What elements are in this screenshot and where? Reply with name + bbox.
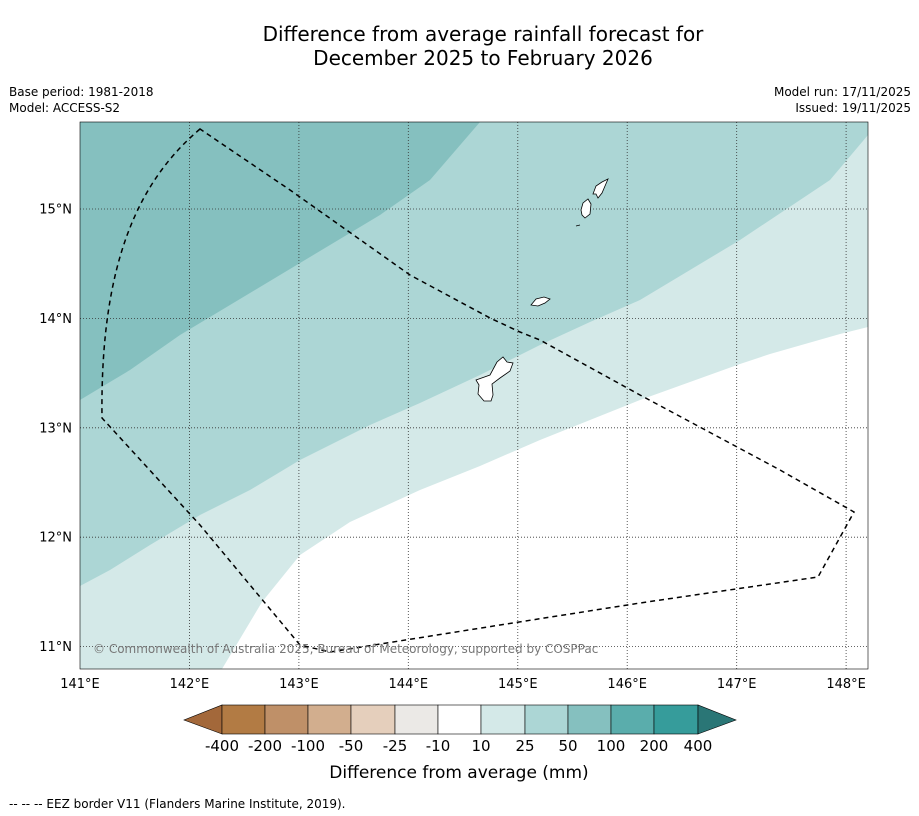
copyright-notice: © Commonwealth of Australia 2025, Bureau… — [93, 642, 598, 656]
band-100-200 — [80, 122, 480, 400]
lat-tick-13: 13°N — [39, 421, 72, 436]
eez-footnote: -- -- -- EEZ border V11 (Flanders Marine… — [9, 797, 346, 811]
graticule — [80, 122, 868, 669]
legend-label: -50 — [339, 737, 364, 755]
legend-swatch-3 — [307, 704, 352, 735]
meta-left: Base period: 1981-2018 Model: ACCESS-S2 — [9, 84, 154, 116]
legend-swatch-10 — [610, 704, 655, 735]
legend-label: 100 — [597, 737, 626, 755]
legend-label: -200 — [248, 737, 282, 755]
island-farallon — [575, 224, 581, 227]
eez-border — [101, 128, 856, 653]
legend-label: 400 — [684, 737, 713, 755]
lon-tick-144: 144°E — [389, 677, 429, 692]
island-rota — [530, 296, 551, 307]
island-guam — [475, 356, 514, 402]
lat-tick-14: 14°N — [39, 312, 72, 327]
lon-tick-141: 141°E — [60, 677, 100, 692]
base-period: Base period: 1981-2018 — [9, 85, 154, 99]
legend-swatch-0 — [183, 704, 223, 735]
legend-swatch-8 — [524, 704, 569, 735]
meta-right: Model run: 17/11/2025 Issued: 19/11/2025 — [774, 84, 911, 116]
legend-label: 10 — [471, 737, 490, 755]
lon-tick-142: 142°E — [170, 677, 210, 692]
legend-swatch-1 — [221, 704, 266, 735]
lat-tick-11: 11°N — [39, 640, 72, 655]
legend-swatch-11 — [653, 704, 699, 735]
legend-label: -100 — [291, 737, 325, 755]
island-tinian — [580, 198, 592, 219]
map-area — [80, 122, 868, 669]
colorbar-labels: -400 -200 -100 -50 -25 -10 10 25 50 100 … — [205, 737, 712, 755]
legend-swatch-12 — [697, 704, 737, 735]
legend-label: -400 — [205, 737, 239, 755]
colorbar-title: Difference from average (mm) — [329, 763, 588, 783]
legend-label: -25 — [383, 737, 408, 755]
legend-swatch-9 — [567, 704, 612, 735]
legend-swatch-4 — [350, 704, 396, 735]
title-line-1: Difference from average rainfall forecas… — [262, 22, 704, 46]
lat-tick-12: 12°N — [39, 531, 72, 546]
lon-tick-143: 143°E — [279, 677, 319, 692]
lon-tick-148: 148°E — [826, 677, 866, 692]
legend-label: 50 — [558, 737, 577, 755]
islands — [475, 178, 609, 402]
lon-tick-146: 146°E — [607, 677, 647, 692]
colorbar — [183, 704, 737, 735]
lon-tick-147: 147°E — [717, 677, 757, 692]
map-frame — [79, 121, 869, 670]
legend-swatch-7 — [480, 704, 526, 735]
legend-label: 25 — [515, 737, 534, 755]
chart-title: Difference from average rainfall forecas… — [0, 22, 919, 70]
model-name: Model: ACCESS-S2 — [9, 101, 121, 115]
legend-label: 200 — [640, 737, 669, 755]
legend-swatch-6 — [437, 704, 482, 735]
model-run: Model run: 17/11/2025 — [773, 85, 911, 99]
lon-tick-145: 145°E — [498, 677, 538, 692]
legend-swatch-2 — [264, 704, 309, 735]
lon-tick-labels: 141°E 142°E 143°E 144°E 145°E 146°E 147°… — [60, 677, 866, 692]
title-line-2: December 2025 to February 2026 — [313, 46, 653, 70]
legend-label: -10 — [426, 737, 451, 755]
island-saipan — [592, 178, 609, 199]
lat-tick-15: 15°N — [39, 203, 72, 218]
lat-tick-labels: 15°N 14°N 13°N 12°N 11°N — [39, 203, 72, 656]
issued-date: Issued: 19/11/2025 — [795, 101, 911, 115]
legend-swatch-5 — [394, 704, 439, 735]
